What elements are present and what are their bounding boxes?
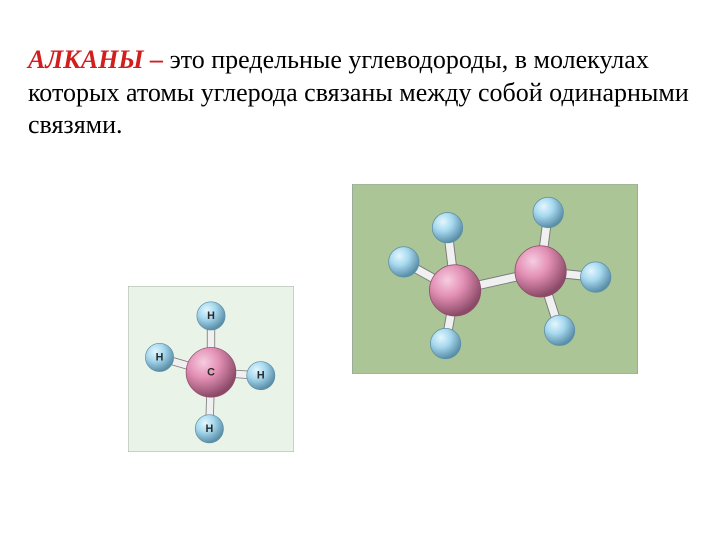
carbon-atom [429,265,480,316]
atom-label: H [156,351,164,363]
atom-label: C [207,366,215,378]
hydrogen-atom [432,213,462,243]
hydrogen-atom [533,197,563,227]
definition-paragraph: АЛКАНЫ – это предельные углеводороды, в … [28,44,692,142]
carbon-atom [515,246,566,297]
term: АЛКАНЫ – [28,45,163,74]
hydrogen-atom [389,247,419,277]
atom-label: H [205,423,213,435]
methane-figure: H H H H C [128,286,294,452]
atom-label: H [207,310,215,322]
hydrogen-atom [581,262,611,292]
hydrogen-atom [544,315,574,345]
atom-label: H [257,370,265,382]
hydrogen-atom [430,328,460,358]
slide: АЛКАНЫ – это предельные углеводороды, в … [0,0,720,540]
ethane-figure [352,184,638,374]
